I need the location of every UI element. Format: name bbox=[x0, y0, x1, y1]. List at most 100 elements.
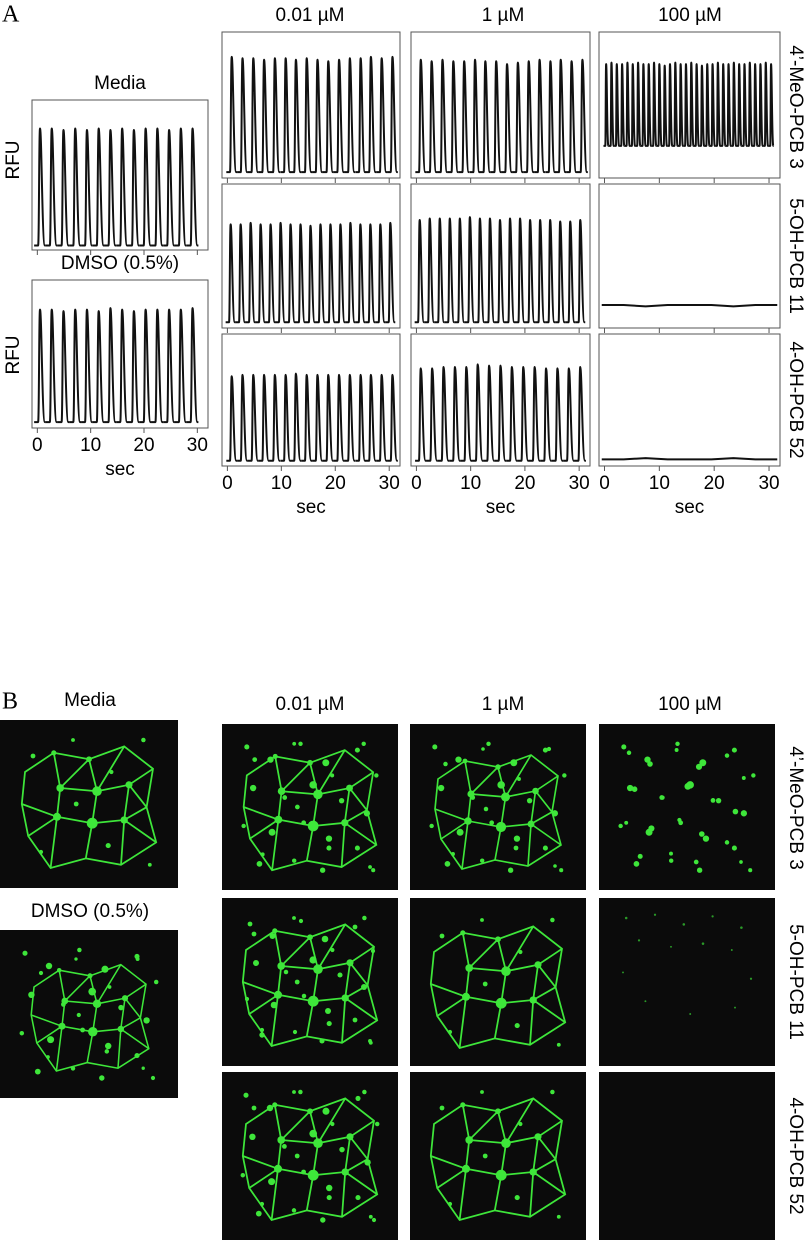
row-title: 4-OH-PCB 52 bbox=[785, 341, 806, 458]
beat bbox=[301, 373, 313, 462]
beat bbox=[290, 58, 302, 174]
beat bbox=[672, 61, 679, 147]
beat bbox=[677, 63, 684, 147]
beat bbox=[151, 127, 164, 247]
beat bbox=[725, 63, 732, 147]
beat bbox=[301, 57, 313, 174]
beat bbox=[523, 60, 535, 174]
beat bbox=[426, 60, 438, 174]
beat bbox=[174, 308, 187, 424]
beat bbox=[752, 63, 759, 147]
beat bbox=[545, 60, 556, 174]
beat bbox=[426, 367, 438, 462]
beat bbox=[715, 61, 722, 147]
beat bbox=[630, 63, 636, 147]
control-title: Media bbox=[64, 690, 116, 711]
beat bbox=[81, 308, 93, 424]
beat bbox=[512, 61, 524, 174]
beat bbox=[757, 63, 764, 147]
x-tick-label: 0 bbox=[599, 473, 610, 494]
beat bbox=[741, 63, 748, 147]
control-title: Media bbox=[94, 73, 146, 94]
beat bbox=[501, 63, 513, 174]
beat bbox=[365, 55, 377, 174]
beat bbox=[667, 63, 674, 147]
x-tick-label: 0 bbox=[411, 473, 422, 494]
beat bbox=[387, 373, 398, 462]
beat bbox=[312, 58, 323, 174]
beat bbox=[540, 367, 552, 462]
micrograph bbox=[599, 898, 775, 1066]
x-tick-label: 30 bbox=[569, 473, 590, 494]
beat bbox=[768, 63, 775, 147]
beat bbox=[624, 61, 631, 147]
plot-frame bbox=[598, 333, 781, 467]
row-title: 4-OH-PCB 52 bbox=[785, 1097, 806, 1214]
beat bbox=[225, 223, 236, 324]
beat bbox=[528, 365, 541, 462]
beat bbox=[545, 218, 556, 324]
beat bbox=[434, 217, 445, 324]
x-tick-label: 20 bbox=[325, 473, 346, 494]
beat bbox=[494, 218, 506, 324]
beat bbox=[460, 365, 473, 462]
beat bbox=[646, 63, 652, 147]
beat bbox=[575, 218, 586, 324]
beat bbox=[69, 308, 82, 424]
beat bbox=[104, 128, 117, 247]
x-tick-label: 10 bbox=[460, 473, 481, 494]
micrographs bbox=[0, 720, 775, 1240]
beat bbox=[34, 127, 46, 247]
beat bbox=[709, 63, 716, 147]
beat bbox=[494, 364, 507, 462]
beat bbox=[614, 63, 621, 147]
beat bbox=[635, 61, 642, 147]
beat bbox=[444, 217, 455, 324]
beat bbox=[285, 223, 296, 324]
beat bbox=[92, 310, 105, 424]
y-axis-label: RFU bbox=[3, 335, 24, 374]
panel-label: B bbox=[2, 689, 18, 715]
beat bbox=[186, 307, 199, 424]
beat bbox=[490, 60, 502, 174]
row-title: 4’-MeO-PCB 3 bbox=[785, 746, 806, 870]
beat bbox=[355, 57, 366, 174]
column-title: 1 µM bbox=[482, 694, 525, 715]
beat bbox=[517, 365, 530, 462]
column-title: 0.01 µM bbox=[275, 694, 344, 715]
trace-line bbox=[601, 457, 778, 461]
beat bbox=[415, 58, 427, 174]
beat bbox=[325, 223, 336, 324]
beat bbox=[322, 60, 334, 174]
column-title: 1 µM bbox=[482, 5, 525, 26]
control-title: DMSO (0.5%) bbox=[31, 901, 149, 922]
beat bbox=[454, 217, 466, 324]
x-tick-label: 30 bbox=[379, 473, 400, 494]
control-title: DMSO (0.5%) bbox=[61, 253, 179, 274]
beat bbox=[258, 373, 270, 462]
beat bbox=[506, 365, 518, 462]
beat bbox=[344, 373, 356, 462]
trace-line bbox=[601, 303, 778, 308]
beat bbox=[415, 367, 427, 462]
micrograph bbox=[0, 720, 178, 888]
beat bbox=[57, 310, 70, 424]
column-title: 100 µM bbox=[658, 5, 722, 26]
x-tick-label: 0 bbox=[222, 473, 233, 494]
beat bbox=[515, 217, 526, 324]
beat bbox=[747, 61, 754, 147]
x-axis-label: sec bbox=[675, 497, 705, 518]
beat bbox=[424, 217, 435, 324]
row-title: 4’-MeO-PCB 3 bbox=[785, 45, 806, 169]
beat bbox=[479, 60, 491, 174]
beat bbox=[376, 57, 388, 174]
beat bbox=[534, 58, 546, 174]
beat bbox=[565, 220, 576, 324]
beat bbox=[275, 221, 286, 324]
beat bbox=[45, 127, 58, 247]
beat bbox=[699, 64, 706, 147]
x-tick-label: 20 bbox=[133, 435, 154, 456]
x-axis-label: sec bbox=[486, 497, 516, 518]
beat bbox=[139, 308, 152, 424]
